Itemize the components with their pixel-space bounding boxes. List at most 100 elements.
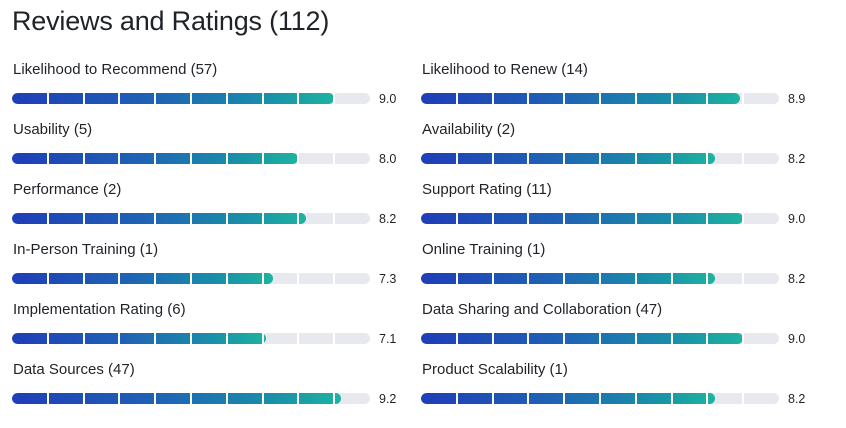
bar-segment-divider <box>706 273 709 284</box>
bar-segment-divider <box>563 393 566 404</box>
bar-segment-divider <box>46 393 49 404</box>
bar-segment-divider <box>82 153 85 164</box>
bar-segment-divider <box>261 393 264 404</box>
rating-bar-fill <box>12 333 267 344</box>
bar-segment-divider <box>706 153 709 164</box>
bar-segment-divider <box>455 93 458 104</box>
metric-label: Support Rating (11) <box>422 181 552 198</box>
bar-segment-divider <box>599 93 601 104</box>
bar-segment-divider <box>333 153 336 164</box>
bar-segment-divider <box>706 333 709 344</box>
bar-segment-divider <box>190 273 192 284</box>
bar-segment-divider <box>333 333 336 344</box>
bar-segment-divider <box>563 93 566 104</box>
bar-segment-divider <box>118 333 121 344</box>
bar-segment-divider <box>333 393 336 404</box>
metric-label: Data Sharing and Collaboration (47) <box>422 301 663 318</box>
rating-bar <box>12 273 370 284</box>
ratings-column-right: Likelihood to Renew (14) 8.9 Availabilit… <box>421 60 821 420</box>
rating-bar <box>421 273 779 284</box>
metric-score: 8.9 <box>788 92 806 106</box>
bar-segment-divider <box>563 273 566 284</box>
bar-segment-divider <box>527 333 530 344</box>
bar-segment-divider <box>491 93 494 104</box>
metric-label: Data Sources (47) <box>13 361 135 378</box>
bar-segment-divider <box>190 333 192 344</box>
rating-bar <box>421 213 779 224</box>
metric-score: 8.2 <box>379 212 397 226</box>
bar-segment-divider <box>455 153 458 164</box>
bar-segment-divider <box>190 393 192 404</box>
bar-segment-divider <box>455 393 458 404</box>
bar-segment-divider <box>634 213 637 224</box>
rating-bar-fill <box>12 93 335 104</box>
rating-bar <box>12 93 370 104</box>
bar-segment-divider <box>634 393 637 404</box>
bar-segment-divider <box>82 93 85 104</box>
bar-segment-divider <box>46 93 49 104</box>
bar-segment-divider <box>634 153 637 164</box>
bar-segment-divider <box>46 273 49 284</box>
metric-label: Implementation Rating (6) <box>13 301 186 318</box>
bar-segment-divider <box>46 153 49 164</box>
bar-segment-divider <box>563 153 566 164</box>
bar-segment-divider <box>491 393 494 404</box>
bar-segment-divider <box>333 213 336 224</box>
bar-segment-divider <box>491 333 494 344</box>
bar-segment-divider <box>297 93 300 104</box>
bar-segment-divider <box>225 393 228 404</box>
metric-label: In-Person Training (1) <box>13 241 159 258</box>
rating-bar-fill <box>421 273 715 284</box>
rating-metric: Performance (2) 8.2 <box>12 180 412 240</box>
bar-segment-divider <box>455 333 458 344</box>
ratings-column-left: Likelihood to Recommend (57) 9.0 Usabili… <box>12 60 412 420</box>
rating-metric: Implementation Rating (6) 7.1 <box>12 300 412 360</box>
bar-segment-divider <box>46 213 49 224</box>
bar-segment-divider <box>599 213 601 224</box>
bar-segment-divider <box>82 273 85 284</box>
bar-segment-divider <box>225 333 228 344</box>
metric-score: 9.0 <box>379 92 397 106</box>
bar-segment-divider <box>706 393 709 404</box>
bar-segment-divider <box>742 273 745 284</box>
bar-segment-divider <box>455 213 458 224</box>
rating-metric: Product Scalability (1) 8.2 <box>421 360 821 420</box>
bar-segment-divider <box>154 93 157 104</box>
metric-score: 9.0 <box>788 212 806 226</box>
bar-segment-divider <box>82 333 85 344</box>
bar-segment-divider <box>261 93 264 104</box>
rating-metric: Data Sources (47) 9.2 <box>12 360 412 420</box>
bar-segment-divider <box>154 273 157 284</box>
rating-bar <box>12 333 370 344</box>
bar-segment-divider <box>599 393 601 404</box>
bar-segment-divider <box>154 213 157 224</box>
rating-bar <box>12 213 370 224</box>
bar-segment-divider <box>527 393 530 404</box>
bar-segment-divider <box>261 333 264 344</box>
bar-segment-divider <box>527 213 530 224</box>
bar-segment-divider <box>491 213 494 224</box>
rating-metric: In-Person Training (1) 7.3 <box>12 240 412 300</box>
bar-segment-divider <box>297 393 300 404</box>
bar-segment-divider <box>154 393 157 404</box>
bar-segment-divider <box>742 153 745 164</box>
bar-segment-divider <box>225 213 228 224</box>
bar-segment-divider <box>634 273 637 284</box>
bar-segment-divider <box>297 333 300 344</box>
bar-segment-divider <box>563 333 566 344</box>
bar-segment-divider <box>634 333 637 344</box>
bar-segment-divider <box>190 153 192 164</box>
rating-bar-fill <box>12 393 342 404</box>
bar-segment-divider <box>670 333 673 344</box>
bar-segment-divider <box>118 393 121 404</box>
bar-segment-divider <box>670 93 673 104</box>
bar-segment-divider <box>46 333 49 344</box>
bar-segment-divider <box>742 93 745 104</box>
rating-metric: Availability (2) 8.2 <box>421 120 821 180</box>
bar-segment-divider <box>742 393 745 404</box>
rating-bar <box>421 93 779 104</box>
bar-segment-divider <box>225 93 228 104</box>
bar-segment-divider <box>670 273 673 284</box>
rating-bar <box>12 393 370 404</box>
rating-bar-fill <box>421 333 744 344</box>
